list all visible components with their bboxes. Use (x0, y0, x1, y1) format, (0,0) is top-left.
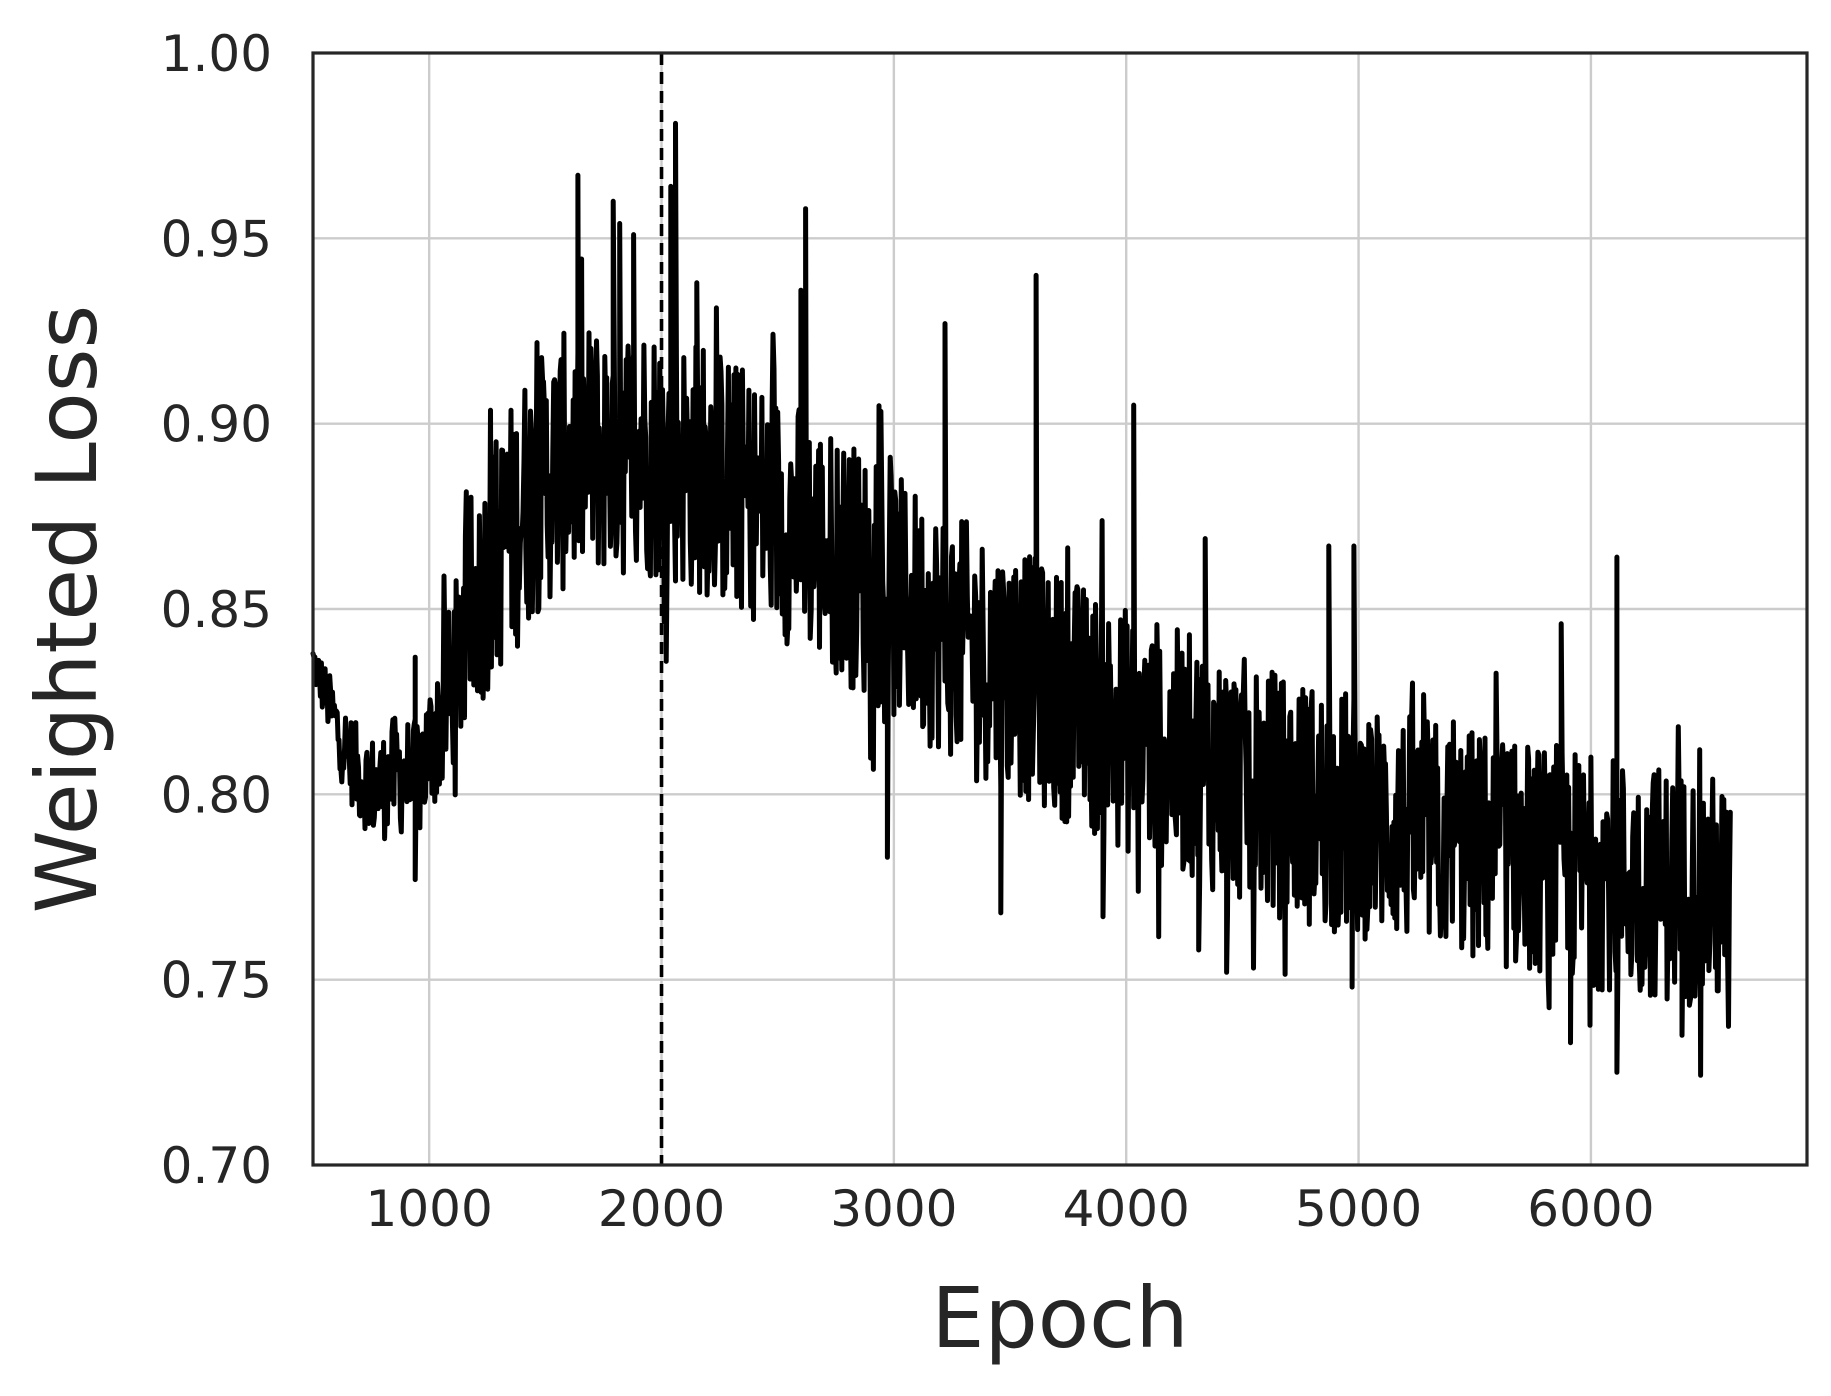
x-tick-label: 4000 (1063, 1180, 1190, 1238)
x-tick-label: 3000 (830, 1180, 957, 1238)
x-tick-label: 5000 (1295, 1180, 1422, 1238)
y-axis-ticks: 0.70 0.75 0.80 0.85 0.90 0.95 1.00 (161, 25, 272, 1195)
x-axis-title: Epoch (931, 1269, 1188, 1367)
y-tick-label: 0.90 (161, 396, 272, 454)
plot-area (310, 53, 1733, 1165)
y-tick-label: 0.85 (161, 581, 272, 639)
y-tick-label: 0.80 (161, 766, 272, 824)
loss-series-line (310, 120, 1733, 1078)
x-tick-label: 6000 (1527, 1180, 1654, 1238)
y-tick-label: 0.70 (161, 1137, 272, 1195)
y-tick-label: 0.75 (161, 952, 272, 1010)
x-axis-ticks: 1000 2000 3000 4000 5000 6000 (366, 1180, 1655, 1238)
x-tick-label: 2000 (598, 1180, 725, 1238)
y-tick-label: 1.00 (161, 25, 272, 83)
x-tick-label: 1000 (366, 1180, 493, 1238)
y-axis-title: Weighted Loss (18, 305, 116, 914)
plot-frame (311, 51, 1809, 1167)
y-tick-label: 0.95 (161, 210, 272, 268)
